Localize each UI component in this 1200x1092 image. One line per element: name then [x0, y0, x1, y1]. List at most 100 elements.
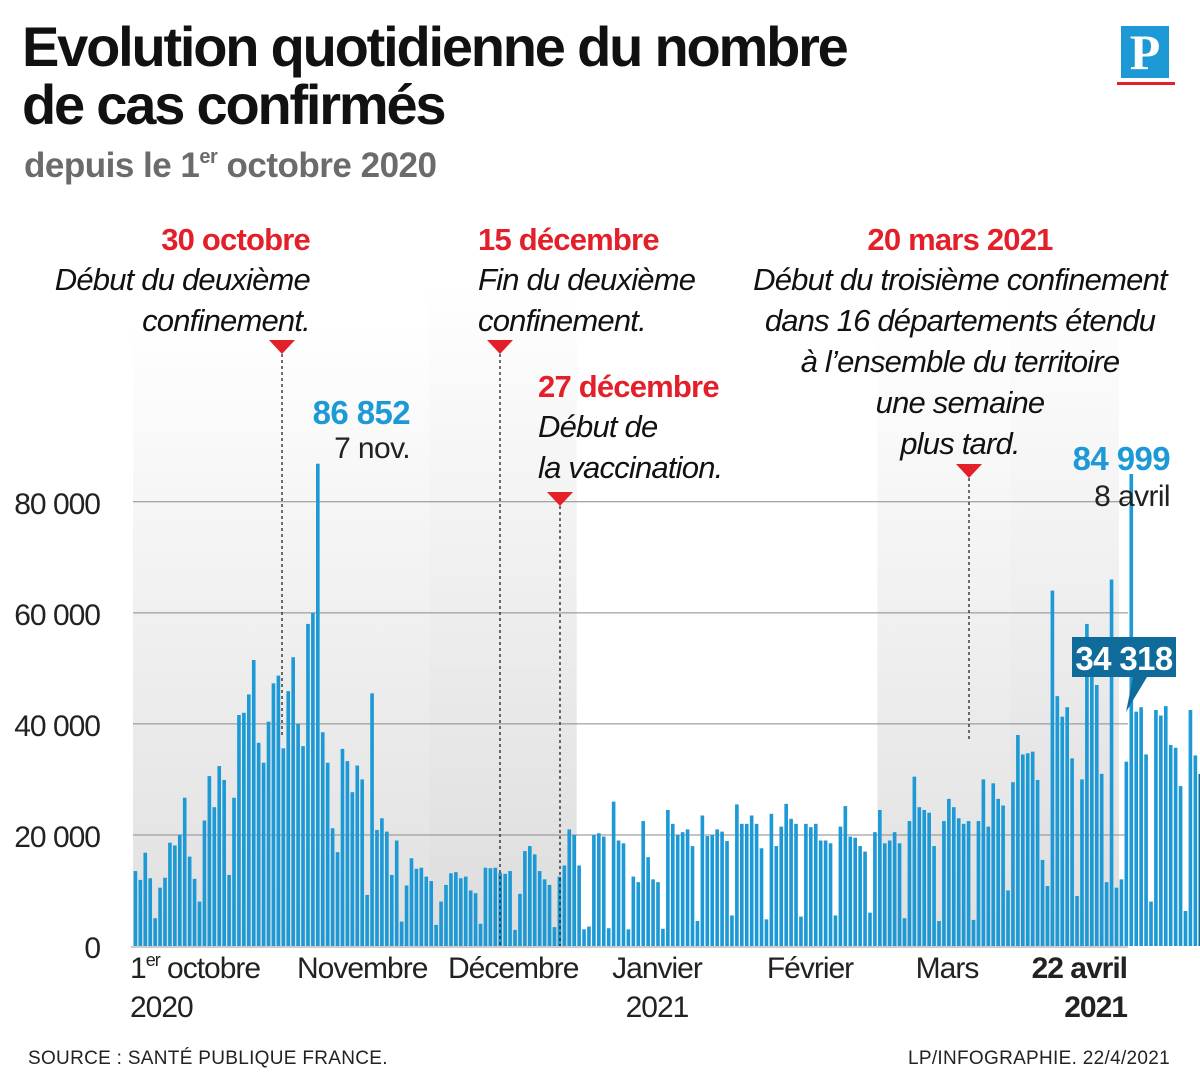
bar	[907, 821, 912, 946]
bar	[1144, 754, 1148, 946]
bar	[1099, 773, 1104, 946]
annotation-oct30-text: Début du deuxième	[55, 262, 311, 297]
bar	[202, 820, 207, 946]
annotation-oct30: 30 octobre Début du deuxième confinement.	[55, 222, 312, 338]
bar	[365, 894, 369, 946]
bar	[1173, 747, 1178, 946]
bar	[276, 675, 281, 946]
bar	[1080, 779, 1084, 946]
bar	[483, 867, 488, 946]
bar	[449, 873, 453, 946]
bar	[1198, 773, 1200, 946]
bar	[316, 463, 320, 946]
bar	[779, 826, 784, 946]
bar	[325, 762, 330, 946]
bar	[340, 748, 345, 946]
bar	[961, 823, 966, 946]
bar	[818, 840, 823, 946]
bar	[463, 876, 468, 946]
bar	[833, 915, 838, 946]
x-tick-label: Décembre	[448, 952, 580, 985]
bar	[1129, 474, 1134, 946]
title-line-1: Evolution quotidienne du nombre	[22, 15, 849, 78]
bar	[454, 872, 458, 946]
bar	[882, 843, 887, 946]
y-tick-label: 60 000	[14, 599, 100, 632]
bar	[956, 818, 961, 946]
bar	[592, 834, 596, 946]
bar	[138, 879, 143, 946]
x-tick-line1: 22 avril	[1032, 952, 1127, 985]
bar	[163, 877, 167, 946]
bar	[942, 821, 946, 946]
bar	[626, 929, 631, 946]
logo-letter: P	[1121, 26, 1169, 78]
bar	[809, 827, 813, 946]
bar	[414, 868, 419, 946]
bar	[271, 683, 276, 946]
bar	[1070, 758, 1074, 946]
bar	[927, 812, 931, 946]
y-tick-label: 20 000	[14, 821, 100, 854]
x-tick-label: 1er octobre 2020	[130, 950, 261, 1024]
bar	[173, 845, 177, 946]
bar	[749, 815, 754, 946]
bar	[863, 851, 867, 946]
bar	[799, 916, 803, 946]
annotation-mar20-text: plus tard.	[899, 426, 1020, 461]
bar	[680, 832, 685, 946]
bar	[892, 832, 897, 946]
bar	[301, 746, 305, 946]
marker-dec15-triangle	[487, 340, 513, 354]
bar	[1104, 882, 1109, 946]
bar	[769, 813, 774, 946]
bar	[192, 878, 197, 946]
bar	[552, 927, 557, 946]
marker-mar20-triangle	[956, 464, 982, 478]
bar	[1154, 710, 1158, 946]
bar	[380, 818, 384, 946]
bar	[853, 837, 858, 946]
bar	[468, 890, 473, 946]
annotation-mar20-text: à l’ensemble du territoire	[801, 344, 1120, 379]
bar	[887, 840, 892, 946]
bar	[296, 723, 300, 946]
bar	[976, 821, 981, 946]
bar	[1055, 696, 1060, 946]
bar	[143, 852, 148, 946]
bar	[532, 854, 537, 946]
bar	[1035, 779, 1040, 946]
bar	[917, 807, 922, 946]
bar	[813, 823, 818, 946]
x-tick-line1: 1er octobre	[130, 950, 260, 985]
bar	[873, 832, 877, 946]
bar	[838, 826, 843, 946]
peak1-date: 7 nov.	[334, 432, 410, 465]
bar	[759, 848, 764, 946]
bar	[1114, 887, 1119, 946]
bar	[597, 833, 601, 946]
bar	[897, 843, 902, 946]
x-tick-line2: 2021	[626, 991, 689, 1024]
annotation-mar20-date: 20 mars 2021	[867, 222, 1053, 257]
bar	[197, 901, 202, 946]
bar	[562, 865, 567, 946]
annotation-mar20-text: Début du troisième confinement	[753, 262, 1169, 297]
bar	[1016, 734, 1020, 946]
bar	[675, 834, 680, 946]
x-tick-line2: 2021	[1064, 991, 1127, 1024]
bar	[1109, 579, 1114, 946]
bar	[1139, 707, 1143, 946]
bar	[508, 871, 512, 946]
bar	[493, 867, 498, 946]
bar	[168, 842, 172, 946]
chart-labels: 1er octobre 2020 Novembre Décembre Janvier 20…	[55, 222, 1176, 1024]
peak2-value: 84 999	[1073, 440, 1171, 477]
bar	[335, 852, 340, 946]
bar	[1094, 685, 1099, 946]
bar	[947, 798, 951, 946]
bar	[1075, 896, 1079, 946]
bar	[557, 876, 562, 946]
bar	[710, 834, 715, 946]
bar	[1040, 859, 1045, 946]
